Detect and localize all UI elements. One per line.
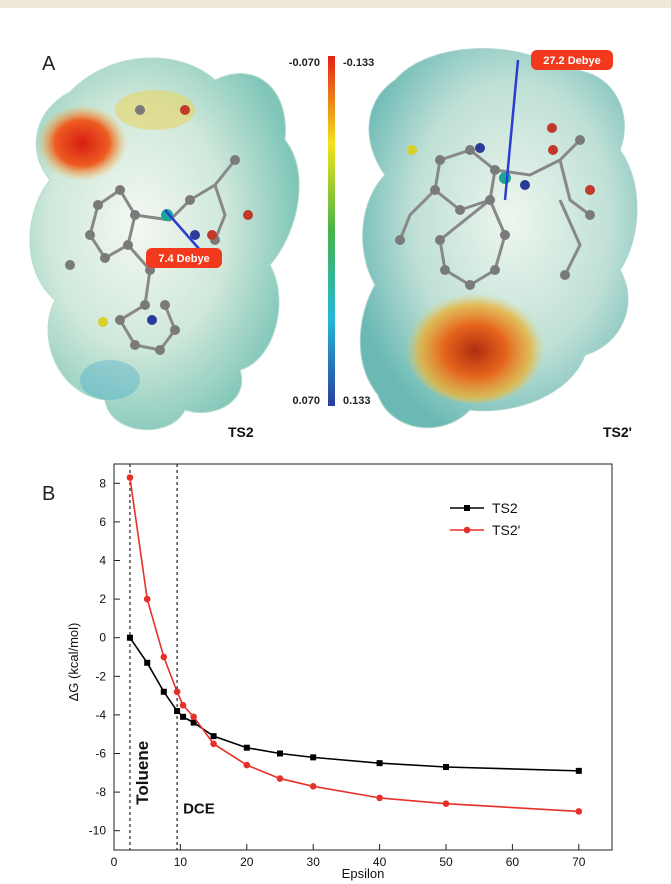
ts2-prime-dipole-label: 27.2 Debye <box>543 55 600 67</box>
series-0-point <box>190 719 197 726</box>
ts2-dipole-label: 7.4 Debye <box>158 253 209 265</box>
series-0-point <box>376 760 383 767</box>
y-tick-label: 4 <box>99 554 106 568</box>
y-tick-label: 0 <box>99 631 106 645</box>
ts2-molecule-label: TS2 <box>228 424 254 440</box>
annotation-dce: DCE <box>183 800 215 817</box>
y-axis-label: ΔG (kcal/mol) <box>66 623 81 702</box>
ts2-dipole-badge <box>146 248 222 268</box>
series-1-point <box>126 474 134 481</box>
series-0-point <box>174 708 181 715</box>
y-tick-label: -4 <box>95 708 106 722</box>
series-0-point <box>277 750 283 757</box>
ts2-prime-molecule-label: TS2' <box>603 424 632 440</box>
y-tick-label: -6 <box>95 747 106 761</box>
series-1-point <box>190 713 197 721</box>
series-1-point <box>309 783 317 790</box>
y-tick-label: 8 <box>99 476 106 490</box>
plot-frame <box>113 463 613 851</box>
potential-colorbar <box>328 56 335 406</box>
panel-a: A <box>29 48 638 440</box>
x-axis-label: Epsilon <box>342 866 385 881</box>
series-1-point <box>575 808 583 815</box>
y-tick-label: -8 <box>95 785 106 799</box>
series-0-point <box>243 744 250 751</box>
series-line-0 <box>129 637 579 772</box>
x-tick-label: 10 <box>174 855 188 869</box>
colorbar-bottom-right-label: 0.133 <box>343 395 371 407</box>
panel-b-label: B <box>42 483 55 505</box>
y-tick-label: 2 <box>99 592 106 606</box>
series-0-point <box>180 713 187 720</box>
legend-label-1: TS2' <box>492 522 520 538</box>
series-0-point <box>310 754 317 761</box>
x-tick-label: 70 <box>572 855 586 869</box>
series-1-point <box>143 595 151 603</box>
ts2-prime-dipole-badge <box>531 50 613 70</box>
series-1-point <box>442 800 450 807</box>
x-tick-label: 40 <box>373 855 387 869</box>
legend-marker-1 <box>463 526 471 534</box>
x-tick-label: 60 <box>506 855 520 869</box>
ts2-prime-molecule-surface <box>359 48 638 429</box>
series-0-point <box>575 767 582 774</box>
x-tick-label: 50 <box>439 855 453 869</box>
series-1-point <box>243 761 251 769</box>
x-tick-label: 0 <box>111 855 118 869</box>
panel-b-chart: B 0 10 20 30 40 50 60 7086420-2-4-6-8-10Toluene… <box>42 463 613 881</box>
colorbar-top-right-label: -0.133 <box>343 57 374 69</box>
legend-label-0: TS2 <box>492 500 518 516</box>
y-tick-label: -2 <box>95 669 106 683</box>
series-0-point <box>443 764 449 771</box>
series-1-point <box>376 794 383 802</box>
y-tick-label: -10 <box>89 824 107 838</box>
y-tick-label: 6 <box>99 515 106 529</box>
legend-marker-0 <box>464 505 470 511</box>
ts2-molecule-surface <box>29 57 300 431</box>
colorbar-bottom-left-label: 0.070 <box>292 395 320 407</box>
x-tick-label: 30 <box>307 855 321 869</box>
series-0-point <box>144 659 151 666</box>
x-tick-label: 20 <box>240 855 254 869</box>
colorbar-top-left-label: -0.070 <box>289 57 320 69</box>
panel-a-label: A <box>42 53 56 75</box>
series-0-point <box>160 688 167 695</box>
series-1-point <box>210 740 217 748</box>
series-0-point <box>210 733 217 740</box>
series-0-point <box>126 634 133 641</box>
series-1-point <box>160 653 168 661</box>
top-border <box>0 0 671 8</box>
series-1-point <box>276 775 284 782</box>
series-1-point <box>173 688 181 696</box>
chart-plot-area: 0 10 20 30 40 50 60 7086420-2-4-6-8-10TolueneDC… <box>89 463 613 869</box>
series-1-point <box>179 701 187 709</box>
annotation-toluene: Toluene <box>133 741 152 805</box>
